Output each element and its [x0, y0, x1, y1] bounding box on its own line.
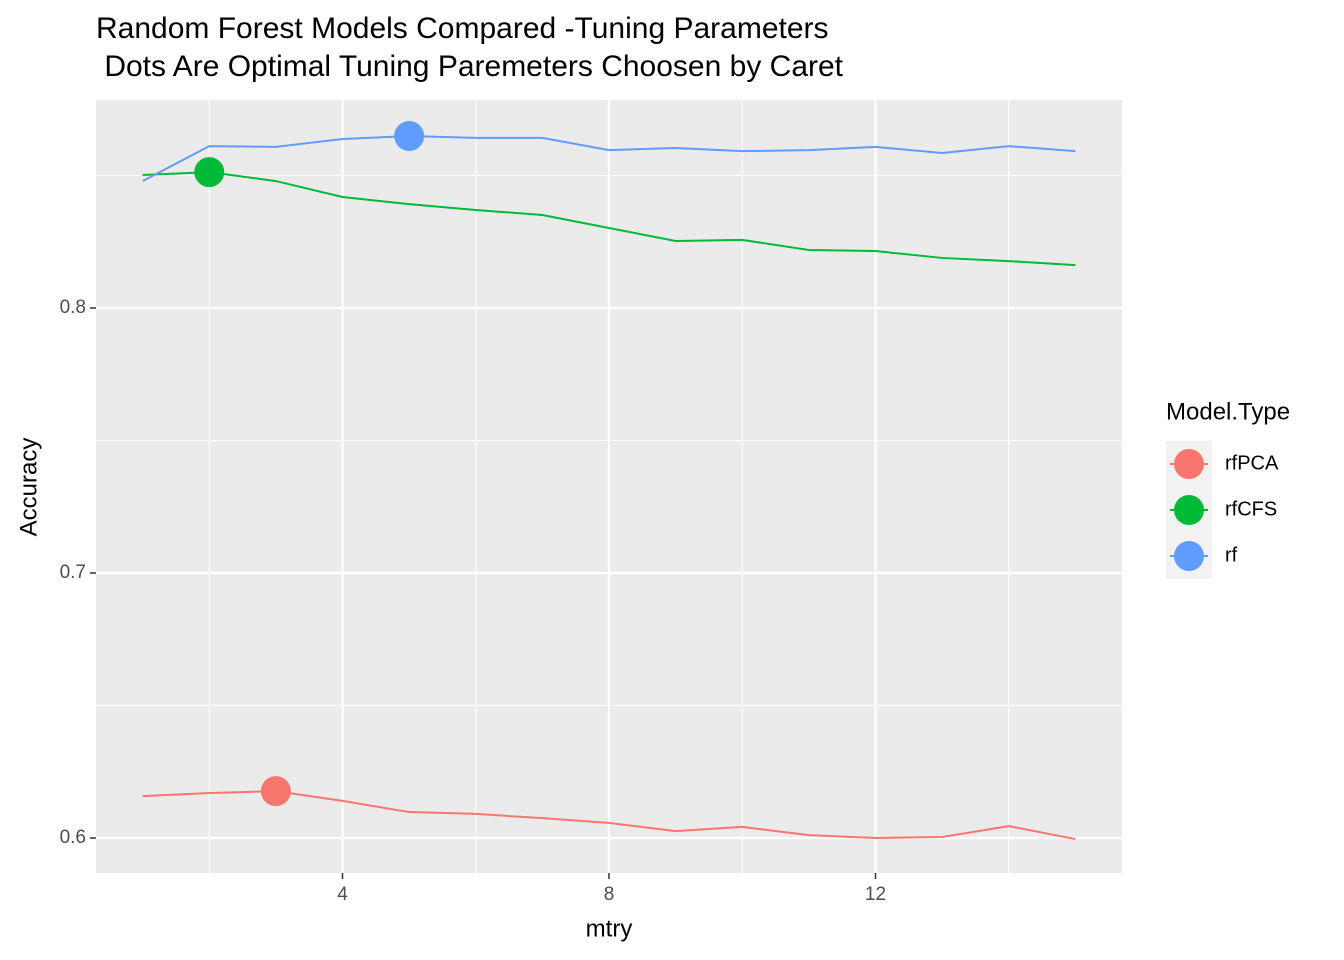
- optimal-point: [194, 157, 225, 188]
- legend-label: rfCFS: [1225, 498, 1277, 520]
- series-line: [142, 135, 1076, 182]
- y-axis-label: Accuracy: [15, 438, 42, 537]
- x-tick-label: 4: [337, 884, 348, 905]
- legend-title: Model.Type: [1166, 398, 1290, 425]
- optimal-point: [394, 121, 425, 152]
- series-line: [142, 171, 1076, 267]
- x-tick-label: 12: [865, 884, 886, 905]
- optimal-point: [260, 776, 291, 807]
- chart-title: Random Forest Models Compared -Tuning Pa…: [96, 12, 829, 45]
- y-tick-label: 0.8: [60, 297, 86, 318]
- legend-label: rf: [1225, 544, 1238, 566]
- y-tick-label: 0.7: [60, 562, 86, 583]
- legend-dot: [1174, 495, 1204, 525]
- legend-dot: [1174, 541, 1204, 571]
- chart-subtitle: Dots Are Optimal Tuning Paremeters Choos…: [96, 50, 844, 83]
- legend-label: rfPCA: [1225, 452, 1279, 474]
- y-tick-label: 0.6: [60, 827, 86, 848]
- series-line: [142, 790, 1076, 841]
- legend-dot: [1174, 449, 1204, 479]
- x-axis-label: mtry: [586, 915, 633, 942]
- x-tick-label: 8: [604, 884, 615, 905]
